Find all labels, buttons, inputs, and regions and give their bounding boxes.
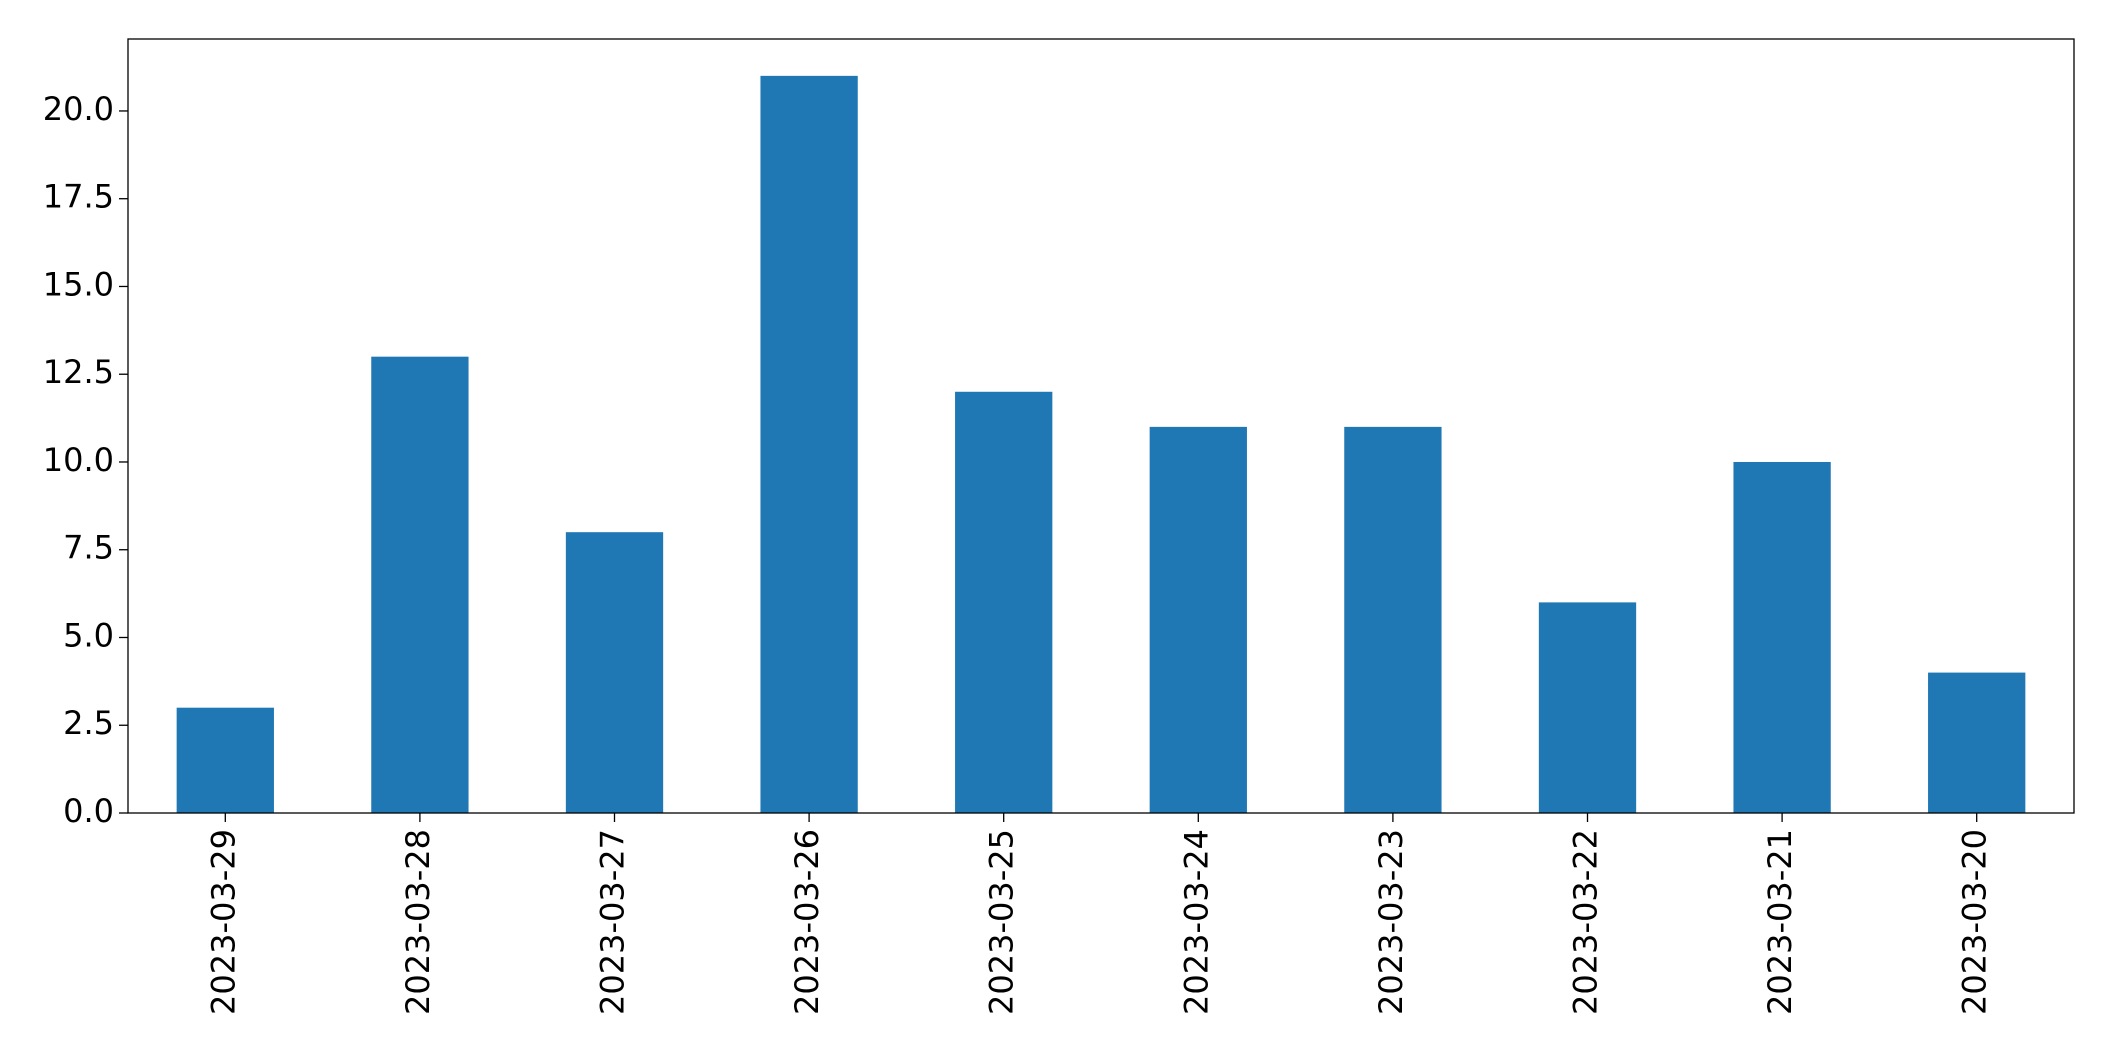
bar: [1928, 672, 2026, 813]
plot-frame: [127, 38, 2075, 814]
x-tick-label: 2023-03-29: [204, 829, 242, 1015]
x-tick-label: 2023-03-26: [788, 829, 826, 1015]
y-tick-label: 12.5: [43, 353, 114, 391]
bar: [1344, 426, 1442, 813]
bar: [565, 532, 664, 813]
x-tick-label: 2023-03-22: [1567, 829, 1605, 1015]
x-tick-label: 2023-03-23: [1372, 829, 1410, 1015]
y-tick-label: 5.0: [63, 616, 114, 654]
y-tick-label: 15.0: [43, 265, 114, 303]
y-tick-label: 20.0: [43, 90, 114, 128]
x-tick-label: 2023-03-28: [399, 829, 437, 1015]
y-tick-label: 17.5: [43, 178, 114, 216]
x-tick-label: 2023-03-24: [1177, 829, 1215, 1015]
y-tick-label: 0.0: [63, 792, 114, 830]
x-tick-label: 2023-03-21: [1761, 829, 1799, 1015]
x-tick-label: 2023-03-25: [983, 829, 1021, 1015]
y-tick-label: 7.5: [63, 529, 114, 567]
bar: [1149, 426, 1247, 813]
x-tick-label: 2023-03-27: [594, 829, 632, 1015]
y-tick-label: 2.5: [63, 704, 114, 742]
bar: [1538, 602, 1637, 813]
y-tick-label: 10.0: [43, 441, 114, 479]
bar: [760, 75, 858, 814]
x-tick-label: 2023-03-20: [1956, 829, 1994, 1015]
bar: [1733, 461, 1831, 813]
bar: [955, 391, 1053, 813]
bar: [176, 707, 274, 813]
bar: [371, 356, 469, 813]
